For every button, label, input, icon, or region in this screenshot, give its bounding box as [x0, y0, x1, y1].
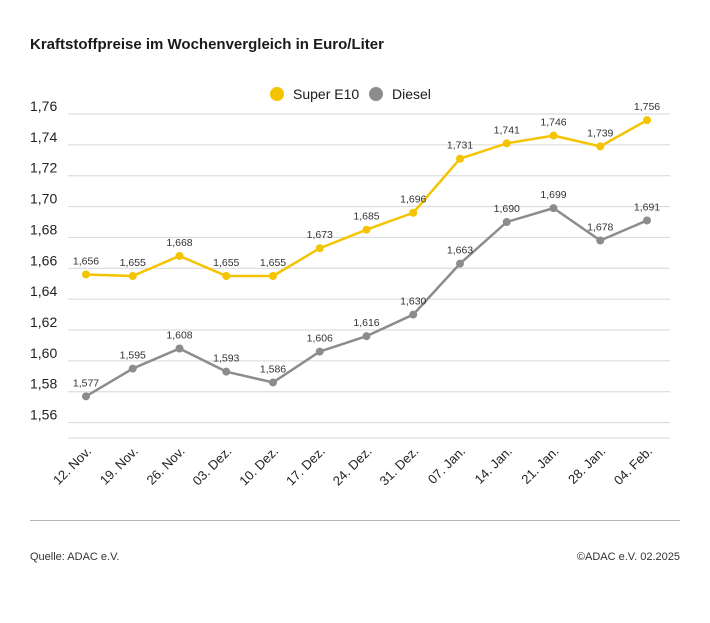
- x-tick-label: 21. Jan.: [518, 444, 561, 487]
- data-label: 1,696: [400, 194, 426, 206]
- data-point-diesel: [362, 332, 371, 341]
- data-label: 1,655: [213, 257, 239, 269]
- data-label: 1,699: [540, 189, 566, 201]
- data-label: 1,608: [166, 330, 192, 342]
- x-tick-label: 12. Nov.: [50, 444, 94, 488]
- data-label: 1,731: [447, 140, 473, 152]
- x-tick-label: 17. Dez.: [283, 444, 328, 489]
- data-label: 1,595: [120, 350, 146, 362]
- data-label: 1,616: [353, 317, 379, 329]
- data-point-super-e10: [596, 142, 605, 151]
- legend-label: Diesel: [392, 86, 431, 102]
- legend-marker-super-e10: [270, 87, 284, 101]
- data-point-diesel: [315, 347, 324, 356]
- y-tick-label: 1,76: [30, 98, 57, 114]
- data-point-super-e10: [549, 131, 558, 140]
- data-point-super-e10: [222, 272, 231, 280]
- x-tick-label: 10. Dez.: [236, 444, 281, 489]
- data-point-diesel: [502, 218, 511, 226]
- legend-marker-diesel: [369, 87, 383, 101]
- data-point-diesel: [269, 378, 277, 387]
- data-label: 1,685: [353, 211, 379, 223]
- data-label: 1,746: [540, 117, 566, 129]
- data-label: 1,655: [120, 257, 146, 269]
- data-point-diesel: [596, 236, 605, 245]
- data-label: 1,655: [260, 257, 286, 269]
- y-tick-label: 1,74: [30, 129, 57, 145]
- data-point-super-e10: [409, 208, 418, 217]
- x-tick-label: 31. Dez.: [377, 444, 422, 489]
- data-label: 1,663: [447, 245, 473, 257]
- data-label: 1,606: [307, 333, 333, 345]
- x-tick-label: 07. Jan.: [425, 444, 468, 487]
- data-label: 1,577: [73, 377, 99, 389]
- data-point-super-e10: [362, 225, 371, 234]
- data-label: 1,691: [634, 201, 660, 213]
- x-tick-label: 03. Dez.: [190, 444, 235, 489]
- data-point-super-e10: [315, 244, 324, 253]
- x-tick-label: 26. Nov.: [143, 444, 187, 488]
- y-tick-label: 1,60: [30, 345, 57, 361]
- data-label: 1,656: [73, 255, 99, 267]
- data-label: 1,690: [494, 203, 520, 215]
- data-label: 1,673: [307, 229, 333, 241]
- x-tick-label: 24. Dez.: [330, 444, 375, 489]
- data-label: 1,668: [166, 237, 192, 249]
- x-tick-label: 28. Jan.: [565, 444, 608, 487]
- data-point-diesel: [128, 364, 137, 373]
- y-tick-label: 1,66: [30, 252, 57, 268]
- legend-label: Super E10: [293, 86, 359, 102]
- y-tick-label: 1,70: [30, 191, 57, 207]
- data-label: 1,586: [260, 363, 286, 375]
- data-point-super-e10: [456, 154, 464, 163]
- data-label: 1,593: [213, 353, 239, 365]
- data-point-diesel: [643, 216, 651, 225]
- y-tick-label: 1,68: [30, 221, 57, 237]
- data-label: 1,678: [587, 222, 613, 234]
- y-tick-label: 1,64: [30, 283, 57, 299]
- data-point-super-e10: [82, 270, 90, 279]
- data-point-super-e10: [175, 251, 184, 260]
- data-point-super-e10: [643, 116, 651, 125]
- data-point-diesel: [82, 392, 90, 401]
- y-tick-label: 1,56: [30, 407, 57, 423]
- y-tick-label: 1,62: [30, 314, 57, 330]
- footer-divider: [30, 520, 680, 521]
- data-label: 1,739: [587, 127, 613, 139]
- data-label: 1,756: [634, 101, 660, 113]
- copyright-note: ©ADAC e.V. 02.2025: [576, 551, 680, 563]
- data-point-super-e10: [128, 272, 137, 280]
- data-point-super-e10: [269, 272, 277, 280]
- y-tick-label: 1,72: [30, 160, 57, 176]
- data-point-super-e10: [502, 139, 511, 148]
- x-tick-label: 04. Feb.: [611, 444, 655, 488]
- data-point-diesel: [456, 259, 464, 268]
- x-tick-label: 19. Nov.: [97, 444, 141, 488]
- data-point-diesel: [175, 344, 184, 353]
- data-label: 1,630: [400, 296, 426, 308]
- y-tick-label: 1,58: [30, 376, 57, 392]
- x-tick-label: 14. Jan.: [472, 444, 515, 487]
- source-note: Quelle: ADAC e.V.: [30, 551, 120, 563]
- data-label: 1,741: [494, 124, 520, 136]
- data-point-diesel: [409, 310, 418, 319]
- data-point-diesel: [549, 204, 558, 213]
- data-point-diesel: [222, 367, 231, 376]
- chart-title: Kraftstoffpreise im Wochenvergleich in E…: [30, 36, 384, 53]
